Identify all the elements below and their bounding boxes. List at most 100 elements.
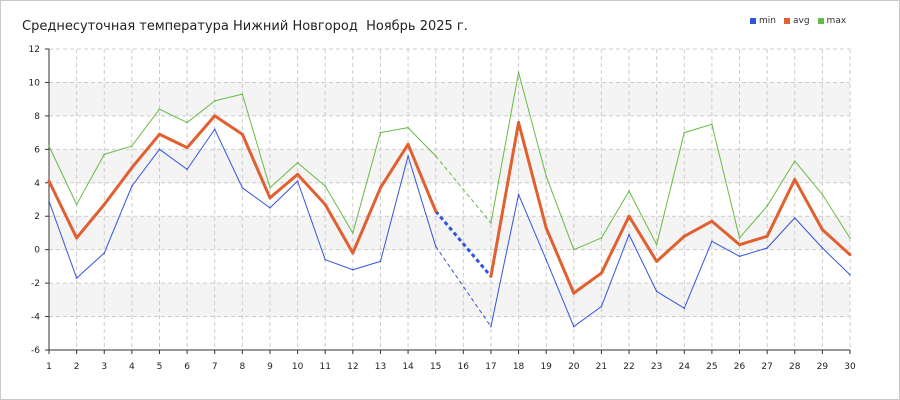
y-tick-label: 12 — [29, 45, 40, 55]
data-point-min — [324, 258, 327, 261]
x-tick-label: 22 — [623, 362, 634, 372]
y-tick-label: -2 — [31, 279, 40, 289]
data-point-min — [600, 305, 603, 308]
x-tick-label: 15 — [430, 362, 441, 372]
x-tick-label: 14 — [402, 362, 414, 372]
data-point-max — [490, 222, 492, 224]
chart-title: Среднесуточная температура Нижний Новгор… — [22, 19, 468, 34]
x-tick-label: 30 — [844, 362, 856, 372]
data-point-avg — [130, 166, 134, 170]
data-point-avg — [406, 142, 410, 146]
data-point-avg — [765, 234, 769, 238]
data-point-min — [352, 268, 354, 271]
data-point-min — [628, 233, 630, 236]
chart-legend: min avg max — [750, 16, 846, 26]
y-tick-label: -4 — [31, 313, 40, 323]
series-gap-avg — [434, 210, 493, 278]
legend-label: min — [759, 16, 776, 26]
data-point-avg — [75, 236, 79, 240]
data-point-avg — [710, 219, 714, 223]
series-line-max — [490, 71, 851, 251]
series-gap-max — [435, 155, 492, 224]
data-point-max — [131, 145, 133, 147]
data-point-min — [683, 307, 686, 309]
x-tick-label: 4 — [129, 362, 135, 372]
x-tick-label: 19 — [540, 362, 552, 372]
data-point-min — [738, 255, 741, 258]
x-tick-label: 23 — [651, 362, 662, 372]
grid-band — [49, 283, 850, 317]
data-point-max — [711, 123, 713, 126]
data-point-min — [490, 325, 492, 328]
data-point-avg — [47, 179, 51, 183]
x-tick-label: 11 — [319, 362, 330, 372]
data-point-avg — [848, 253, 852, 257]
data-point-max — [545, 175, 547, 177]
data-point-avg — [378, 186, 382, 190]
data-point-min — [655, 290, 658, 293]
data-point-avg — [627, 214, 631, 218]
data-point-min — [296, 180, 299, 182]
grid-band — [49, 149, 850, 183]
legend-item-min: min — [750, 16, 776, 26]
data-point-min — [213, 128, 216, 131]
x-tick-label: 12 — [347, 362, 358, 372]
data-point-min — [849, 273, 851, 276]
data-point-avg — [240, 132, 244, 136]
x-tick-label: 5 — [157, 362, 163, 372]
data-point-avg — [213, 114, 217, 118]
data-point-max — [75, 203, 78, 206]
data-point-min — [407, 155, 409, 157]
y-tick-label: 2 — [34, 212, 40, 222]
data-point-max — [352, 232, 354, 234]
data-point-max — [434, 155, 437, 157]
legend-item-avg: avg — [783, 16, 810, 26]
data-point-avg — [572, 291, 576, 295]
y-tick-label: 6 — [34, 145, 40, 155]
data-point-avg — [682, 234, 686, 238]
data-point-max — [379, 131, 382, 134]
x-tick-label: 9 — [267, 362, 273, 372]
data-point-min — [158, 148, 161, 151]
data-point-max — [572, 248, 575, 251]
data-point-min — [131, 185, 133, 187]
data-point-max — [48, 145, 50, 147]
data-point-max — [655, 243, 658, 246]
y-tick-label: 10 — [29, 78, 41, 88]
x-tick-label: 24 — [679, 362, 691, 372]
data-point-max — [600, 237, 603, 239]
x-tick-label: 2 — [74, 362, 80, 372]
data-point-max — [103, 153, 106, 156]
data-point-min — [711, 240, 713, 243]
series-line-min — [490, 193, 851, 328]
x-tick-label: 21 — [596, 362, 607, 372]
x-tick-label: 10 — [292, 362, 304, 372]
y-tick-label: 0 — [34, 246, 40, 256]
data-point-max — [158, 108, 161, 110]
data-point-avg — [793, 177, 797, 181]
data-point-min — [186, 168, 188, 171]
data-point-max — [821, 193, 824, 196]
data-point-min — [75, 277, 78, 279]
x-tick-label: 3 — [101, 362, 107, 372]
legend-label: avg — [792, 16, 810, 26]
data-point-avg — [323, 203, 327, 207]
data-point-avg — [599, 271, 603, 275]
x-tick-label: 29 — [817, 362, 829, 372]
x-tick-label: 13 — [375, 362, 386, 372]
legend-item-max: max — [817, 16, 846, 26]
data-point-max — [186, 121, 188, 124]
x-tick-label: 16 — [458, 362, 470, 372]
data-point-min — [793, 217, 796, 219]
data-point-avg — [517, 121, 521, 125]
data-point-min — [269, 207, 271, 209]
data-point-avg — [157, 132, 161, 136]
data-point-max — [407, 126, 409, 129]
x-tick-label: 1 — [46, 362, 52, 372]
data-point-min — [766, 247, 768, 249]
data-point-min — [103, 252, 106, 254]
data-point-avg — [820, 228, 824, 232]
data-point-min — [48, 200, 50, 202]
legend-swatch — [750, 18, 756, 24]
